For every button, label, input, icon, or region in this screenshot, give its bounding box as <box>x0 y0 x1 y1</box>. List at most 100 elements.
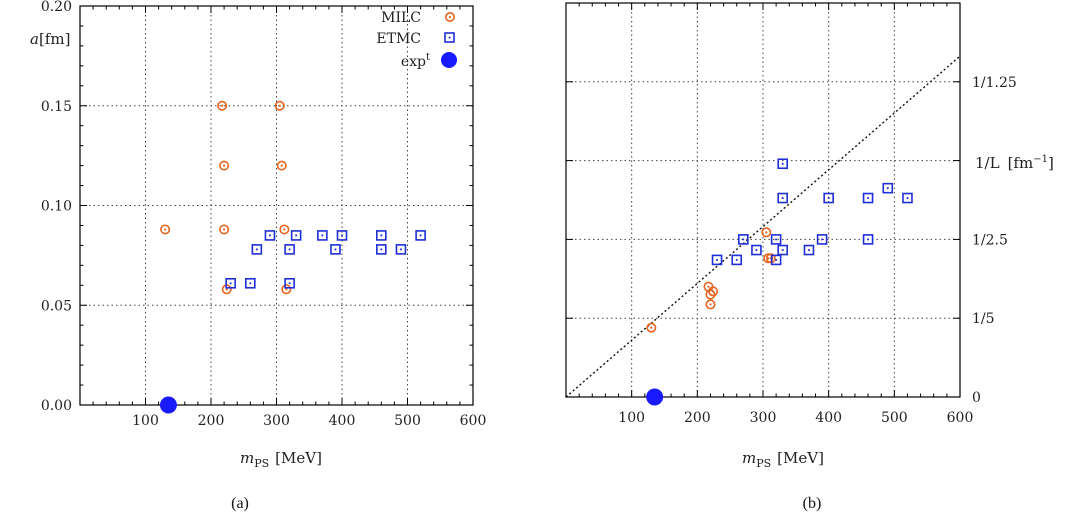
legend-label-etmc: ETMC <box>376 31 421 47</box>
panel-b-x-label-sub: PS <box>756 457 771 470</box>
marker-dot <box>400 248 402 251</box>
data-point-etmc <box>777 158 789 170</box>
data-point-milc <box>281 284 292 295</box>
data-point-etmc <box>395 244 407 255</box>
marker-dot <box>716 258 718 261</box>
marker-dot <box>709 303 712 306</box>
y-tick-label: 0.20 <box>41 0 72 15</box>
data-point-milc <box>217 100 228 111</box>
panel-a-data-points <box>159 100 426 414</box>
data-point-milc <box>705 299 716 310</box>
panel-a-grid <box>80 6 473 405</box>
marker-ring <box>160 224 171 235</box>
marker-square <box>803 244 815 256</box>
marker-dot <box>341 234 343 237</box>
data-point-etmc <box>770 254 782 266</box>
marker-dot <box>269 234 271 237</box>
marker-dot <box>711 290 715 293</box>
data-point-etmc <box>862 234 874 245</box>
panel-a-x-label-sub: PS <box>254 457 269 470</box>
marker-square <box>731 254 743 266</box>
marker-square <box>225 278 236 289</box>
marker-dot <box>707 285 710 288</box>
marker-square <box>737 234 749 245</box>
legend-label-milc: MILC <box>381 10 421 26</box>
marker-square <box>862 192 874 204</box>
data-point-etmc <box>751 244 762 256</box>
data-point-etmc <box>415 230 426 241</box>
marker-square <box>245 278 256 289</box>
panel-a-legend: MILC ETMC expt <box>376 10 457 70</box>
data-point-milc <box>708 286 719 297</box>
marker-square <box>777 244 789 256</box>
marker-dot <box>775 258 778 261</box>
panel-b-y-label-var: 1/L <box>975 154 1000 172</box>
marker-dot <box>808 249 810 251</box>
x-tick-label: 200 <box>684 410 711 426</box>
marker-square <box>770 234 782 245</box>
x-tick-label: 600 <box>460 413 487 429</box>
x-tick-label: 500 <box>881 410 908 426</box>
marker-ring <box>646 322 657 333</box>
y-tick-label: 0 <box>972 390 981 406</box>
x-tick-label: 100 <box>132 413 159 429</box>
legend-label-exp-base: exp <box>401 54 426 70</box>
x-tick-label: 300 <box>263 413 290 429</box>
marker-dot <box>735 258 738 261</box>
panel-a-ticks <box>80 5 474 406</box>
marker-square <box>751 244 762 256</box>
marker-dot <box>288 248 291 251</box>
y-tick-label: 0.10 <box>41 199 72 215</box>
marker-dot <box>249 282 252 285</box>
data-point-etmc <box>284 244 295 255</box>
marker-square <box>284 244 295 255</box>
data-point-etmc <box>777 244 789 256</box>
data-point-etmc <box>317 230 328 241</box>
data-point-expt <box>159 396 177 414</box>
panel-a-x-label-unit: [MeV] <box>275 449 322 467</box>
data-point-milc <box>219 160 230 171</box>
marker-dot <box>229 282 232 285</box>
marker-dot <box>280 164 283 167</box>
data-point-etmc <box>902 192 913 204</box>
marker-square <box>777 158 789 170</box>
marker-square <box>711 254 723 266</box>
legend-marker-exp <box>441 52 457 68</box>
marker-dot <box>223 164 226 167</box>
marker-dot <box>765 231 768 234</box>
marker-dot <box>380 248 383 251</box>
y-tick-label: 1/2.5 <box>972 232 1008 248</box>
panel-b-y-axis-label: 1/L [fm−1] <box>975 154 1054 172</box>
marker-filled <box>646 388 664 406</box>
panel-b-x-tick-labels: 100 200 300 400 500 600 <box>618 410 973 426</box>
x-tick-label: 400 <box>329 413 356 429</box>
data-point-milc <box>274 100 285 111</box>
panel-a-caption: (a) <box>231 495 249 512</box>
data-point-etmc <box>770 234 782 245</box>
marker-square <box>415 230 426 241</box>
panel-a-y-axis-label: a[fm] <box>30 30 70 48</box>
panel-b-data-points <box>646 158 913 406</box>
marker-dot <box>867 238 869 241</box>
data-point-etmc <box>737 234 749 245</box>
panel-b-y-label-unit: [fm <box>1008 154 1034 172</box>
marker-square <box>284 278 295 289</box>
marker-square <box>375 244 387 255</box>
marker-ring <box>217 100 228 111</box>
marker-square <box>816 234 828 245</box>
y-tick-label: 1/5 <box>972 311 995 327</box>
x-tick-label: 200 <box>198 413 225 429</box>
marker-square <box>330 244 341 255</box>
data-point-etmc <box>336 230 348 241</box>
marker-ring <box>276 160 287 171</box>
marker-square <box>317 230 328 241</box>
y-tick-label: 0.15 <box>41 99 72 115</box>
marker-dot <box>886 187 889 190</box>
marker-dot <box>225 288 228 291</box>
panel-b-x-label-unit: [MeV] <box>777 449 824 467</box>
data-point-etmc <box>711 254 723 266</box>
marker-dot <box>283 228 286 231</box>
marker-dot <box>650 326 653 329</box>
data-point-etmc <box>284 278 295 289</box>
